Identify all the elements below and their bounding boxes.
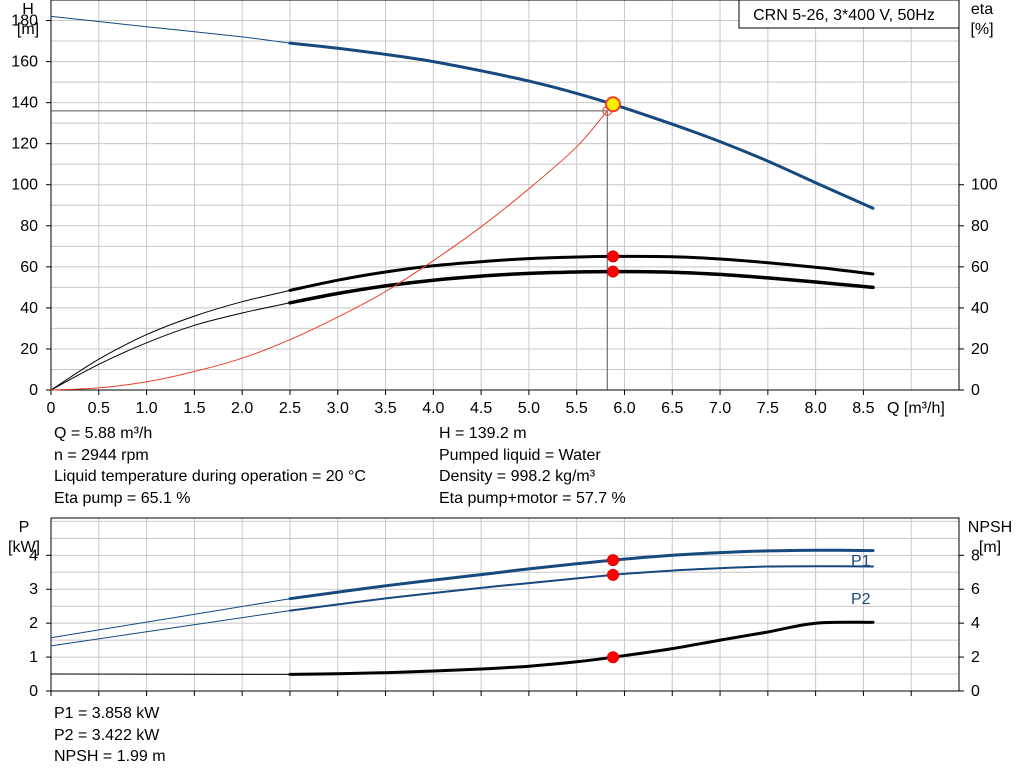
y-axis-label-left: P xyxy=(19,519,30,536)
flow-info: Q = 5.88 m³/h xyxy=(54,425,153,442)
x-tick-label: 3.5 xyxy=(374,400,396,417)
plot-frame xyxy=(50,517,960,692)
pumped-liquid-info: Pumped liquid = Water xyxy=(439,446,601,464)
y-tick-label-left: 1 xyxy=(29,649,38,666)
y-tick-label-right: 8 xyxy=(971,547,980,564)
y-tick-label-left: 2 xyxy=(29,615,38,632)
y-tick-label-right: 6 xyxy=(971,581,980,598)
eta-pump-motor-info: Eta pump+motor = 57.7 % xyxy=(439,489,626,507)
p1-extension-curve xyxy=(50,598,291,639)
y-tick-label-left: 40 xyxy=(20,300,38,317)
chart-title-box xyxy=(738,0,960,29)
y-tick-label-right: 80 xyxy=(971,218,989,235)
head-efficiency-chart: CRN 5-26, 3*400 V, 50Hz H [m] eta [%] Q [m³/h… xyxy=(11,0,998,417)
head-extension-curve xyxy=(50,15,291,44)
y-tick-label-right: 0 xyxy=(971,683,980,700)
x-tick-label: 6.5 xyxy=(661,400,683,417)
x-tick-label: 7.5 xyxy=(757,400,779,417)
y-tick-label-left: 0 xyxy=(29,382,38,399)
head-info: H = 139.2 m xyxy=(439,425,527,442)
y-axis-unit-right: [%] xyxy=(970,21,993,38)
x-tick-label: 5.0 xyxy=(518,400,540,417)
chart-title: CRN 5-26, 3*400 V, 50Hz xyxy=(753,7,935,24)
x-tick-label: 7.0 xyxy=(709,400,731,417)
eta-pump-motor-extension-curve xyxy=(50,302,291,391)
liquid-temperature-info: Liquid temperature during operation = 20… xyxy=(54,468,366,485)
x-tick-label: 2.5 xyxy=(279,400,301,417)
y-tick-label-left: 0 xyxy=(29,683,38,700)
y-axis-unit-left: [kW] xyxy=(8,539,40,556)
info-block-right: H = 139.2 m Pumped liquid = Water Densit… xyxy=(439,423,626,509)
x-tick-label: 1.5 xyxy=(183,400,205,417)
eta-pump-curve xyxy=(288,254,875,292)
eta-pump-extension-curve xyxy=(50,289,291,391)
head-curve xyxy=(288,41,875,210)
x-tick-label: 0.5 xyxy=(88,400,110,417)
density-info: Density = 998.2 kg/m³ xyxy=(439,468,596,485)
power-npsh-operating-point xyxy=(607,651,620,664)
y-tick-label-right: 4 xyxy=(971,615,980,632)
x-tick-label: 5.5 xyxy=(566,400,588,417)
y-tick-label-right: 60 xyxy=(971,259,989,276)
power-npsh-chart: P [kW] NPSH [m] 0 1 2 3 4 0 2 4 6 8 P1 P2 xyxy=(8,517,1012,700)
y-tick-label-left: 160 xyxy=(11,54,38,71)
plot-frame xyxy=(50,0,960,391)
y-tick-label-left: 120 xyxy=(11,136,38,153)
y-axis-label-left: H xyxy=(22,1,34,18)
y-tick-label-left: 100 xyxy=(11,177,38,194)
y-tick-label-left: 4 xyxy=(29,547,38,564)
x-tick-label: 4.5 xyxy=(470,400,492,417)
y-tick-label-left: 180 xyxy=(11,13,38,30)
p2-extension-curve xyxy=(50,610,291,647)
x-tick-label: 3.0 xyxy=(327,400,349,417)
y-axis-unit-right: [m] xyxy=(979,539,1001,556)
x-tick-label: 2.0 xyxy=(231,400,253,417)
y-tick-label-left: 3 xyxy=(29,581,38,598)
efficiency-operating-point xyxy=(607,250,620,263)
x-tick-label: 0 xyxy=(47,400,56,417)
y-tick-label-right: 40 xyxy=(971,300,989,317)
y-axis-unit-left: [m] xyxy=(17,21,39,38)
system-curve-curve xyxy=(50,110,608,391)
p1-curve xyxy=(288,548,875,601)
p1-series-label: P1 xyxy=(851,553,871,570)
y-tick-label-left: 60 xyxy=(20,259,38,276)
y-tick-label-right: 20 xyxy=(971,341,989,358)
p1-info: P1 = 3.858 kW xyxy=(54,705,160,722)
npsh-curve xyxy=(288,620,875,676)
p2-curve xyxy=(288,565,874,612)
power-npsh-operating-point xyxy=(607,568,620,581)
y-tick-label-right: 2 xyxy=(971,649,980,666)
x-tick-label: 4.0 xyxy=(422,400,444,417)
x-tick-label: 8.5 xyxy=(852,400,874,417)
y-tick-label-right: 0 xyxy=(971,382,980,399)
p2-series-label: P2 xyxy=(851,591,871,608)
x-tick-label: 8.0 xyxy=(805,400,827,417)
y-tick-label-left: 20 xyxy=(20,341,38,358)
y-tick-label-left: 140 xyxy=(11,95,38,112)
y-axis-label-right: eta xyxy=(971,1,993,18)
eta-pump-motor-curve xyxy=(288,269,875,305)
y-tick-label-left: 80 xyxy=(20,218,38,235)
y-tick-label-right: 100 xyxy=(971,177,998,194)
eta-pump-info: Eta pump = 65.1 % xyxy=(54,489,191,507)
speed-info: n = 2944 rpm xyxy=(54,446,149,464)
p2-info: P2 = 3.422 kW xyxy=(54,726,160,744)
x-axis-label: Q [m³/h] xyxy=(887,400,945,417)
x-tick-label: 6.0 xyxy=(613,400,635,417)
info-block-bottom: P1 = 3.858 kW P2 = 3.422 kW NPSH = 1.99 … xyxy=(54,703,166,768)
head-operating-point xyxy=(605,96,622,113)
efficiency-operating-point xyxy=(607,265,620,278)
y-axis-label-right: NPSH xyxy=(968,519,1012,536)
power-npsh-operating-point xyxy=(607,554,620,567)
npsh-info: NPSH = 1.99 m xyxy=(54,748,166,765)
x-tick-label: 1.0 xyxy=(135,400,157,417)
info-block-left: Q = 5.88 m³/h n = 2944 rpm Liquid temper… xyxy=(54,423,366,509)
